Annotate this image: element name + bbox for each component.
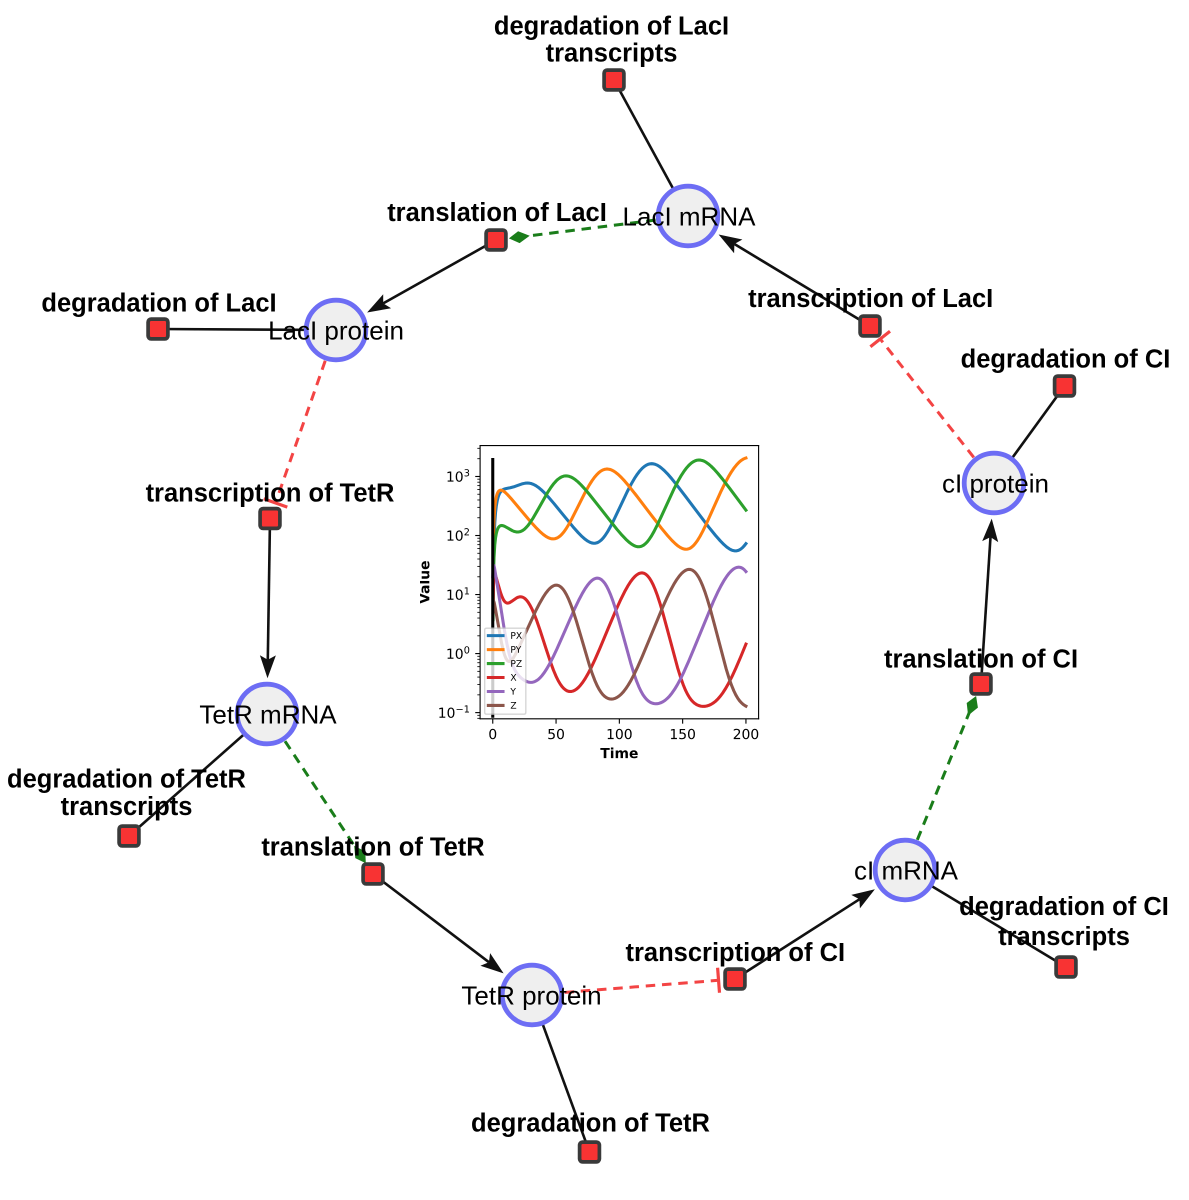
svg-text:translation of CI: translation of CI (884, 646, 1078, 674)
svg-text:transcription of LacI: transcription of LacI (748, 285, 993, 313)
svg-text:cI protein: cI protein (942, 469, 1049, 499)
svg-text:degradation of TetR: degradation of TetR (7, 766, 246, 794)
svg-text:cI mRNA: cI mRNA (854, 856, 959, 886)
svg-text:TetR mRNA: TetR mRNA (199, 700, 337, 730)
svg-text:transcripts: transcripts (546, 40, 678, 68)
svg-text:transcription of CI: transcription of CI (626, 939, 846, 967)
svg-text:degradation of LacI: degradation of LacI (41, 290, 276, 318)
svg-text:translation of TetR: translation of TetR (261, 833, 484, 861)
svg-text:transcription of TetR: transcription of TetR (146, 480, 395, 508)
svg-text:LacI protein: LacI protein (268, 316, 404, 346)
svg-text:degradation of CI: degradation of CI (961, 345, 1171, 373)
svg-text:transcripts: transcripts (61, 793, 193, 821)
svg-text:degradation of CI: degradation of CI (959, 893, 1169, 921)
svg-text:degradation of LacI: degradation of LacI (494, 12, 729, 40)
svg-text:degradation of TetR: degradation of TetR (471, 1110, 710, 1138)
svg-text:transcripts: transcripts (998, 923, 1130, 951)
svg-text:LacI mRNA: LacI mRNA (623, 202, 757, 232)
svg-text:TetR protein: TetR protein (461, 981, 601, 1011)
svg-text:translation of LacI: translation of LacI (387, 199, 607, 227)
